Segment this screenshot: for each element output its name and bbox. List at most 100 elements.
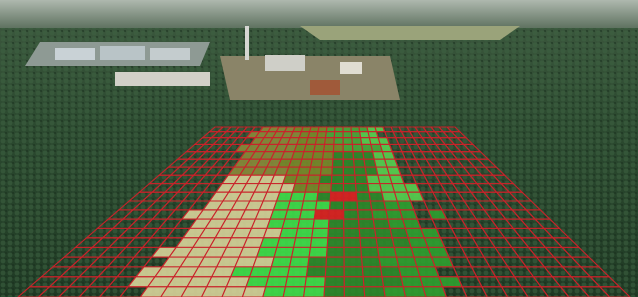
grid-cell xyxy=(354,167,366,175)
grid-cell xyxy=(384,287,406,297)
grid-cell xyxy=(358,210,373,219)
grid-cell xyxy=(303,192,318,201)
grid-cell xyxy=(306,267,326,277)
grid-cell xyxy=(364,287,385,297)
grid-cell xyxy=(344,238,361,248)
grid-cell xyxy=(296,228,313,237)
grid-cell xyxy=(378,247,397,257)
grid-cell xyxy=(352,138,362,145)
grid-cell xyxy=(373,219,390,228)
grid-cell xyxy=(317,132,327,138)
grid-cell xyxy=(313,219,329,228)
grid-cell xyxy=(298,219,315,228)
grid-cell xyxy=(242,287,265,297)
grid-cell xyxy=(356,184,369,193)
grid-cell xyxy=(331,184,344,193)
grid-cell xyxy=(295,175,309,183)
factory-building xyxy=(265,55,305,71)
grid-cell xyxy=(379,257,399,267)
factory-building xyxy=(340,62,362,74)
factory-building xyxy=(310,80,340,95)
grid-cell xyxy=(292,247,311,257)
pond xyxy=(100,46,145,60)
grid-cell xyxy=(260,238,279,248)
grid-cell xyxy=(310,238,327,248)
grid-cell xyxy=(362,257,381,267)
grid-cell xyxy=(352,144,362,151)
grid-cell xyxy=(360,238,378,248)
grid-cell xyxy=(343,127,351,132)
grid-cell xyxy=(320,167,332,175)
grid-cell xyxy=(287,267,307,277)
grid-cell xyxy=(325,138,335,145)
grid-cell xyxy=(356,192,370,201)
grid-cell xyxy=(319,175,332,183)
grid-cell xyxy=(370,201,385,210)
grid-cell xyxy=(325,267,344,277)
grid-cell xyxy=(310,127,319,132)
grid-cell xyxy=(280,228,298,237)
grid-cell xyxy=(343,175,355,183)
grid-cell xyxy=(344,192,357,201)
cleared-field xyxy=(300,26,520,40)
warehouse xyxy=(115,72,210,86)
grid-cell xyxy=(311,159,323,167)
grid-cell xyxy=(343,184,356,193)
grid-cell xyxy=(331,175,343,183)
grid-cell xyxy=(330,201,344,210)
grid-cell xyxy=(283,287,305,297)
grid-cell xyxy=(343,144,353,151)
aerial-photo xyxy=(0,0,638,297)
grid-cell xyxy=(376,238,394,248)
grid-cell xyxy=(293,184,308,193)
grid-cell xyxy=(309,167,322,175)
grid-cell xyxy=(314,210,329,219)
grid-cell xyxy=(332,167,344,175)
grid-cell xyxy=(325,277,345,287)
grid-cell xyxy=(330,192,343,201)
grid-cell xyxy=(250,267,272,277)
grid-cell xyxy=(300,210,316,219)
grid-cell xyxy=(312,228,329,237)
grid-cell xyxy=(328,219,343,228)
grid-cell xyxy=(344,257,362,267)
page: (() => { JSON.parse(document.getElementB… xyxy=(0,0,638,297)
grid-cell xyxy=(344,210,359,219)
grid-cell xyxy=(399,267,420,277)
grid-cell xyxy=(271,257,291,267)
grid-cell xyxy=(277,238,296,248)
grid-cell xyxy=(351,127,360,132)
grid-cell xyxy=(285,210,302,219)
grid-cell xyxy=(343,152,353,160)
grid-cell xyxy=(401,277,423,287)
grid-cell xyxy=(334,138,343,145)
grid-cell xyxy=(305,277,325,287)
grid-cell xyxy=(318,184,331,193)
grid-cell xyxy=(403,287,426,297)
grid-cell xyxy=(359,228,376,237)
chimney xyxy=(245,26,249,60)
grid-cell xyxy=(372,210,388,219)
grid-cell xyxy=(382,277,403,287)
grid-cell xyxy=(257,247,277,257)
grid-cell xyxy=(274,247,294,257)
grid-cell xyxy=(290,257,310,267)
grid-cell xyxy=(328,228,344,237)
grid-cell xyxy=(304,287,325,297)
grid-cell xyxy=(357,201,372,210)
grid-cell xyxy=(266,277,288,287)
grid-cell xyxy=(326,257,344,267)
grid-cell xyxy=(294,238,312,248)
grid-cell xyxy=(316,201,331,210)
grid-cell xyxy=(305,184,319,193)
grid-cell xyxy=(282,219,299,228)
grid-cell xyxy=(317,192,331,201)
grid-cell xyxy=(318,127,327,132)
grid-cell xyxy=(361,247,379,257)
grid-cell xyxy=(344,201,358,210)
grid-cell xyxy=(329,210,344,219)
grid-cell xyxy=(344,277,364,287)
grid-cell xyxy=(312,152,323,160)
pond xyxy=(55,48,95,60)
grid-cell xyxy=(334,132,343,138)
